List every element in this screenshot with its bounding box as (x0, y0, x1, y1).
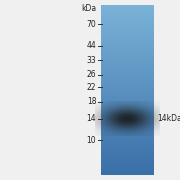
Text: 44: 44 (87, 41, 96, 50)
Text: 33: 33 (87, 56, 96, 65)
Text: 18: 18 (87, 97, 96, 106)
Text: 10: 10 (87, 136, 96, 145)
Text: 70: 70 (87, 20, 96, 29)
Text: 26: 26 (87, 70, 96, 79)
Text: 22: 22 (87, 83, 96, 92)
Text: 14kDa: 14kDa (158, 114, 180, 123)
Text: kDa: kDa (81, 4, 96, 13)
Text: 14: 14 (87, 114, 96, 123)
